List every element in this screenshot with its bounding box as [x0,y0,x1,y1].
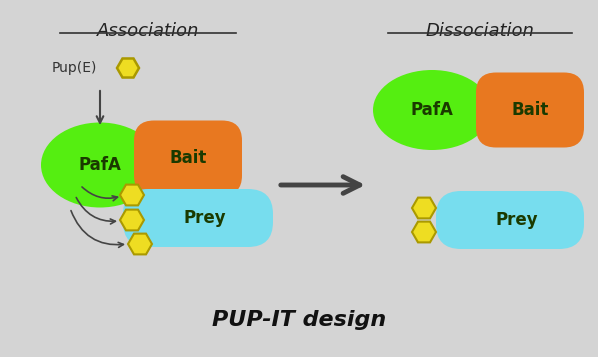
Text: Pup(E): Pup(E) [52,61,97,75]
FancyBboxPatch shape [134,121,242,196]
Text: Prey: Prey [496,211,538,229]
Polygon shape [117,59,139,77]
Ellipse shape [373,70,491,150]
Polygon shape [412,198,436,218]
Text: Association: Association [97,22,199,40]
FancyBboxPatch shape [436,191,584,249]
Text: Dissociation: Dissociation [426,22,535,40]
Text: Bait: Bait [169,149,207,167]
Text: PafA: PafA [78,156,121,174]
Polygon shape [120,185,144,205]
Polygon shape [128,233,152,255]
Polygon shape [120,210,144,230]
Text: Bait: Bait [511,101,549,119]
Ellipse shape [41,122,159,207]
Text: Prey: Prey [184,209,226,227]
Text: PUP-IT design: PUP-IT design [212,310,386,330]
FancyBboxPatch shape [123,189,273,247]
Polygon shape [412,222,436,242]
FancyBboxPatch shape [476,72,584,147]
Text: PafA: PafA [411,101,453,119]
